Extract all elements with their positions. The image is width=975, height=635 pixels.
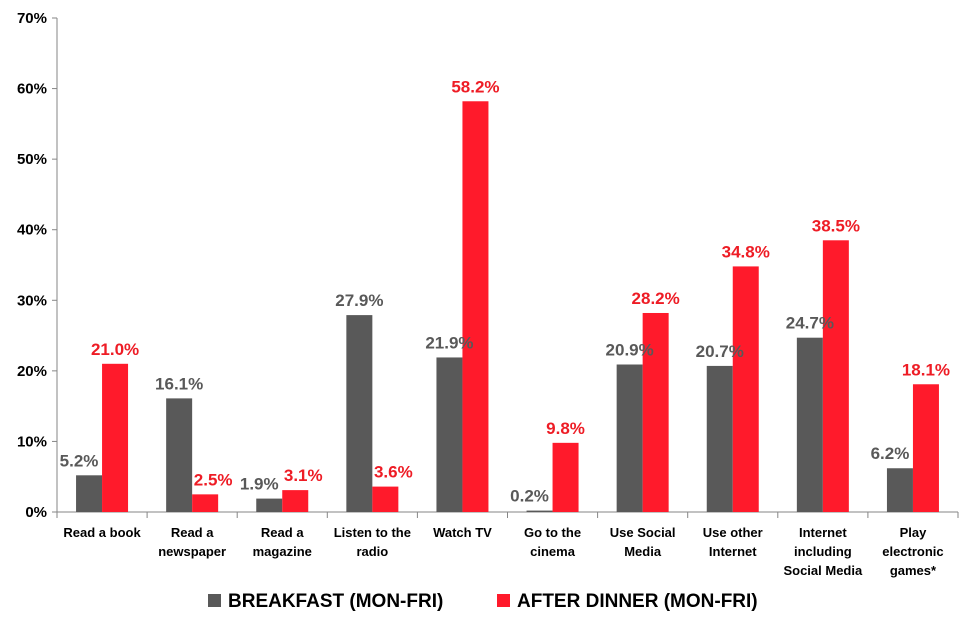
y-tick-label: 50% (17, 151, 47, 168)
bar-after-dinner (552, 442, 579, 512)
category-label: Read a magazine (253, 525, 312, 559)
legend-swatch-breakfast (208, 594, 221, 607)
category-labels: Read a book Read a newspaper Read a magazine… (63, 525, 943, 578)
bar-breakfast (436, 357, 463, 512)
bar-breakfast (886, 468, 913, 512)
category-label: Use other Internet (703, 525, 763, 559)
bar-after-dinner (192, 494, 219, 512)
data-label-breakfast: 0.2% (510, 487, 549, 506)
data-label-after-dinner: 34.8% (722, 242, 770, 261)
bar-breakfast (616, 364, 643, 512)
data-labels: 5.2% 21.0% 16.1% 2.5% 1.9% 3.1% 27.9% 3.6% 21.9%… (60, 77, 950, 505)
bar-after-dinner (912, 384, 939, 512)
legend-swatch-after-dinner (497, 594, 510, 607)
data-label-after-dinner: 21.0% (91, 340, 139, 359)
y-tick-label: 30% (17, 292, 47, 309)
data-label-after-dinner: 2.5% (194, 470, 233, 489)
bar-after-dinner (282, 490, 309, 512)
data-label-breakfast: 1.9% (240, 475, 279, 494)
category-label: Watch TV (433, 525, 492, 540)
legend: BREAKFAST (MON-FRI) AFTER DINNER (MON-FRI… (208, 591, 758, 612)
legend-label-breakfast: BREAKFAST (MON-FRI) (228, 591, 443, 612)
y-tick-label: 0% (25, 504, 47, 521)
bar-after-dinner (822, 240, 849, 513)
bar-after-dinner (642, 312, 669, 512)
category-label: Read a book (63, 525, 141, 540)
data-label-after-dinner: 9.8% (546, 419, 585, 438)
bars (76, 101, 939, 513)
bar-after-dinner (102, 363, 129, 512)
category-label: Read a newspaper (158, 525, 226, 559)
data-label-after-dinner: 18.1% (902, 360, 950, 379)
category-label: Go to the cinema (524, 525, 581, 559)
data-label-after-dinner: 3.1% (284, 466, 323, 485)
data-label-breakfast: 6.2% (871, 444, 910, 463)
data-label-breakfast: 20.9% (606, 341, 654, 360)
category-label: Play electronic games* (882, 525, 943, 578)
data-label-breakfast: 27.9% (335, 291, 383, 310)
category-label: Internet including Social Media (783, 525, 863, 578)
data-label-breakfast: 20.7% (696, 342, 744, 361)
bar-breakfast (76, 475, 103, 512)
data-label-breakfast: 5.2% (60, 451, 99, 470)
bar-breakfast (166, 398, 193, 512)
category-label: Listen to the radio (334, 525, 411, 559)
data-label-breakfast: 21.9% (425, 333, 473, 352)
y-tick-label: 60% (17, 81, 47, 98)
bar-breakfast (706, 365, 733, 512)
y-tick-label: 10% (17, 433, 47, 450)
y-tick-label: 20% (17, 363, 47, 380)
bar-breakfast (256, 498, 283, 512)
data-label-after-dinner: 38.5% (812, 216, 860, 235)
data-label-after-dinner: 28.2% (632, 289, 680, 308)
bar-breakfast (796, 337, 823, 512)
data-label-after-dinner: 3.6% (374, 463, 413, 482)
data-label-after-dinner: 58.2% (451, 77, 499, 96)
bar-after-dinner (462, 101, 489, 512)
bar-after-dinner (732, 266, 759, 512)
y-tick-label: 70% (17, 10, 47, 27)
legend-label-after-dinner: AFTER DINNER (MON-FRI) (517, 591, 758, 612)
bar-breakfast (346, 315, 373, 512)
bar-breakfast (526, 510, 553, 512)
category-label: Use Social Media (610, 525, 676, 559)
bar-after-dinner (372, 486, 399, 512)
y-tick-label: 40% (17, 222, 47, 239)
data-label-breakfast: 24.7% (786, 314, 834, 333)
data-label-breakfast: 16.1% (155, 374, 203, 393)
